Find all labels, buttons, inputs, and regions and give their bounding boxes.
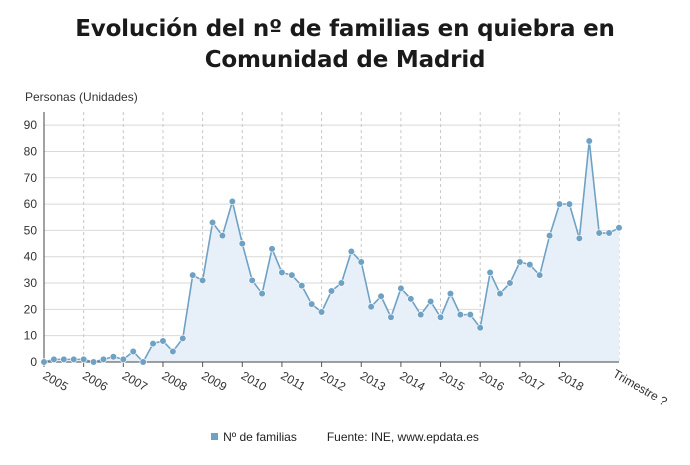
- x-tick-label: 2007: [120, 368, 150, 394]
- x-tick-label: 2018: [556, 368, 586, 394]
- x-tick-label: 2012: [318, 368, 348, 394]
- data-point[interactable]: [337, 279, 346, 287]
- x-tick-label: 2009: [199, 368, 229, 394]
- data-point[interactable]: [317, 308, 326, 316]
- data-point[interactable]: [486, 268, 494, 277]
- data-point[interactable]: [397, 284, 405, 292]
- data-point[interactable]: [218, 232, 227, 240]
- data-point[interactable]: [446, 289, 455, 298]
- data-point[interactable]: [387, 313, 395, 321]
- data-point[interactable]: [129, 347, 137, 356]
- data-point[interactable]: [159, 337, 167, 345]
- y-tick-label: 10: [24, 329, 38, 343]
- data-point[interactable]: [278, 268, 286, 277]
- x-tick-label: 2015: [437, 368, 467, 394]
- x-tick-label: 2013: [358, 368, 388, 394]
- data-point[interactable]: [80, 355, 88, 363]
- chart-title: Evolución del nº de familias en quiebra …: [75, 16, 615, 73]
- data-point[interactable]: [149, 339, 157, 348]
- data-point[interactable]: [179, 334, 187, 342]
- data-point[interactable]: [605, 229, 613, 237]
- data-point[interactable]: [70, 355, 78, 363]
- data-point[interactable]: [357, 258, 365, 266]
- data-point[interactable]: [565, 200, 574, 208]
- legend-series-label: Nº de familias: [223, 430, 297, 444]
- y-tick-label: 40: [24, 250, 38, 264]
- data-point[interactable]: [238, 239, 246, 248]
- data-point[interactable]: [367, 303, 375, 311]
- data-point[interactable]: [516, 258, 524, 266]
- data-point[interactable]: [60, 355, 68, 363]
- data-point[interactable]: [50, 355, 58, 363]
- data-point[interactable]: [327, 287, 336, 295]
- y-tick-label: 0: [30, 355, 37, 369]
- data-point[interactable]: [417, 311, 425, 319]
- data-point[interactable]: [268, 245, 276, 253]
- x-tick-label: 2005: [41, 368, 71, 394]
- x-tick-label: 2014: [397, 368, 427, 394]
- data-point[interactable]: [545, 232, 554, 240]
- data-point[interactable]: [228, 197, 236, 206]
- data-point[interactable]: [208, 218, 217, 227]
- source-note: Fuente: INE, www.epdata.es: [326, 430, 479, 444]
- data-point[interactable]: [526, 261, 534, 269]
- data-point[interactable]: [248, 276, 256, 285]
- y-tick-label: 30: [24, 276, 38, 290]
- y-tick-label: 70: [24, 171, 38, 185]
- y-tick-label: 50: [24, 223, 38, 237]
- data-point[interactable]: [199, 276, 207, 285]
- data-point[interactable]: [40, 358, 48, 366]
- data-point[interactable]: [308, 300, 316, 308]
- data-point[interactable]: [456, 311, 464, 319]
- data-point[interactable]: [298, 282, 306, 290]
- legend-swatch: [211, 433, 219, 441]
- data-point[interactable]: [476, 324, 484, 332]
- data-point[interactable]: [436, 313, 445, 321]
- data-point[interactable]: [536, 271, 544, 279]
- x-axis-title: Trimestre ?: [611, 366, 670, 408]
- x-tick-label: 2011: [278, 368, 308, 393]
- data-point[interactable]: [189, 271, 197, 279]
- data-point[interactable]: [575, 234, 583, 242]
- x-tick-label: 2006: [80, 368, 110, 394]
- x-tick-label: 2016: [477, 368, 507, 394]
- data-point[interactable]: [496, 289, 504, 298]
- series-area: [44, 140, 619, 362]
- data-point[interactable]: [466, 311, 474, 319]
- y-tick-label: 80: [24, 144, 38, 158]
- data-point[interactable]: [615, 224, 623, 232]
- y-tick-label: 60: [24, 197, 38, 211]
- data-point[interactable]: [377, 292, 385, 300]
- data-point[interactable]: [99, 355, 108, 363]
- data-point[interactable]: [407, 295, 415, 303]
- data-point[interactable]: [89, 358, 98, 366]
- x-tick-label: 2017: [516, 368, 546, 394]
- y-tick-label: 20: [24, 302, 38, 316]
- data-point[interactable]: [506, 279, 514, 287]
- data-point[interactable]: [169, 347, 177, 356]
- x-tick-label: 2008: [159, 368, 189, 394]
- y-axis-label: Personas (Unidades): [25, 90, 138, 104]
- data-point[interactable]: [347, 247, 355, 256]
- data-point[interactable]: [555, 200, 564, 208]
- data-point[interactable]: [119, 355, 127, 363]
- data-point[interactable]: [258, 289, 266, 298]
- data-point[interactable]: [139, 358, 147, 366]
- data-point[interactable]: [288, 271, 296, 279]
- x-tick-label: 2010: [239, 368, 269, 394]
- data-point[interactable]: [585, 137, 593, 145]
- legend: Nº de familias Fuente: INE, www.epdata.es: [0, 430, 690, 444]
- y-tick-label: 90: [24, 118, 38, 132]
- data-point[interactable]: [427, 297, 435, 306]
- data-point[interactable]: [109, 353, 117, 361]
- data-point[interactable]: [595, 229, 603, 237]
